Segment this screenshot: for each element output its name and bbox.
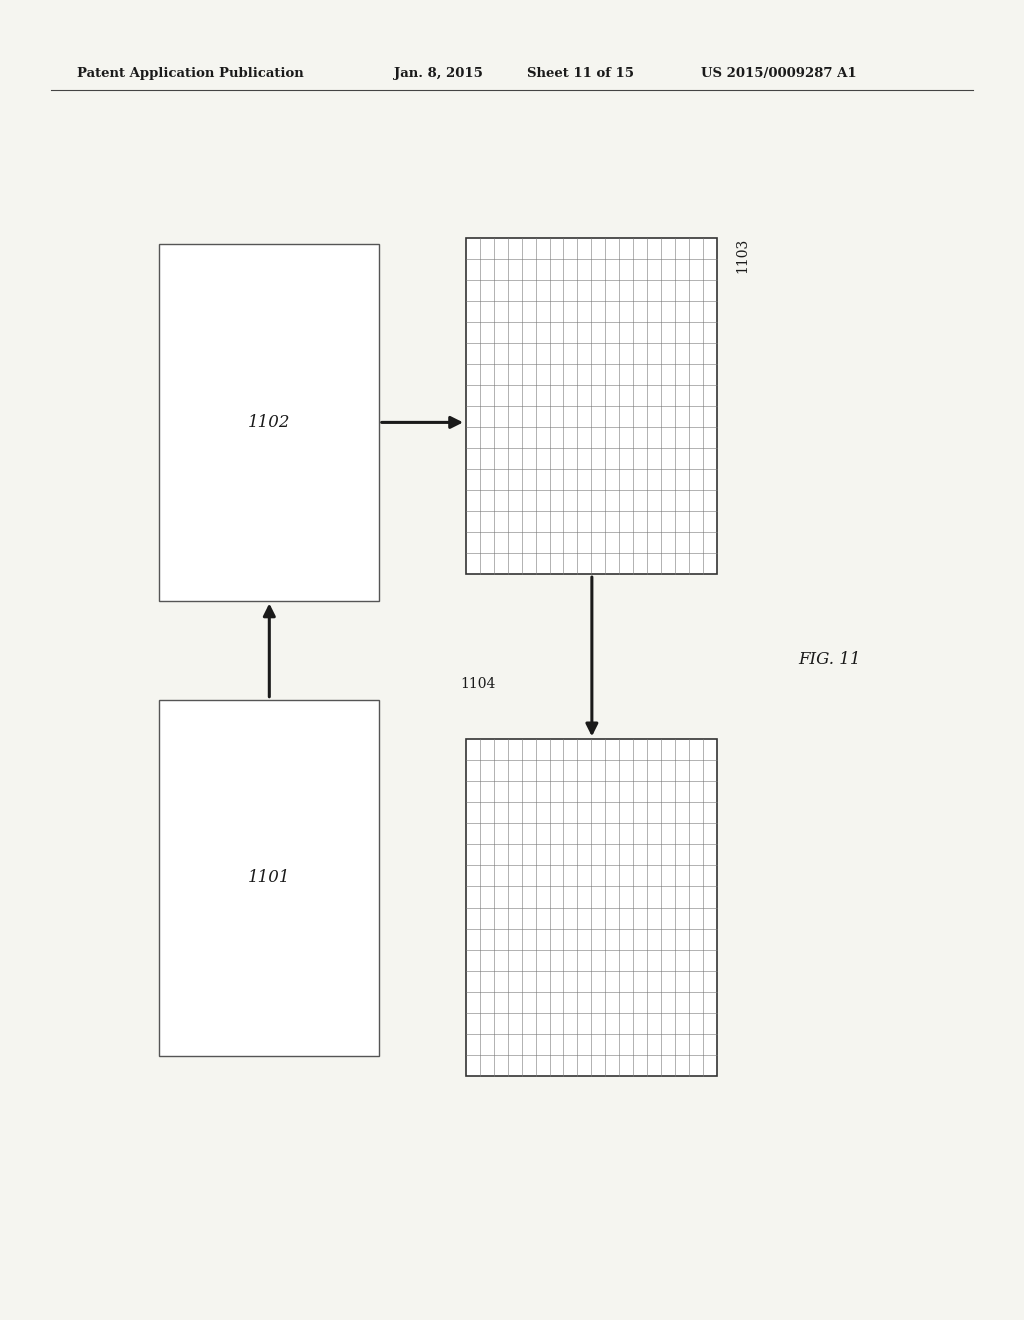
Bar xyxy=(159,244,379,601)
Bar xyxy=(159,700,379,1056)
Text: 1104: 1104 xyxy=(461,677,497,690)
Text: FIG. 11: FIG. 11 xyxy=(798,652,861,668)
Text: 1101: 1101 xyxy=(248,870,290,886)
Text: 1102: 1102 xyxy=(248,414,290,430)
Bar xyxy=(466,739,717,1076)
Text: US 2015/0009287 A1: US 2015/0009287 A1 xyxy=(701,67,857,81)
Text: Patent Application Publication: Patent Application Publication xyxy=(77,67,303,81)
Text: Jan. 8, 2015: Jan. 8, 2015 xyxy=(394,67,483,81)
Bar xyxy=(466,238,717,574)
Text: 1103: 1103 xyxy=(735,238,750,273)
Text: Sheet 11 of 15: Sheet 11 of 15 xyxy=(527,67,634,81)
